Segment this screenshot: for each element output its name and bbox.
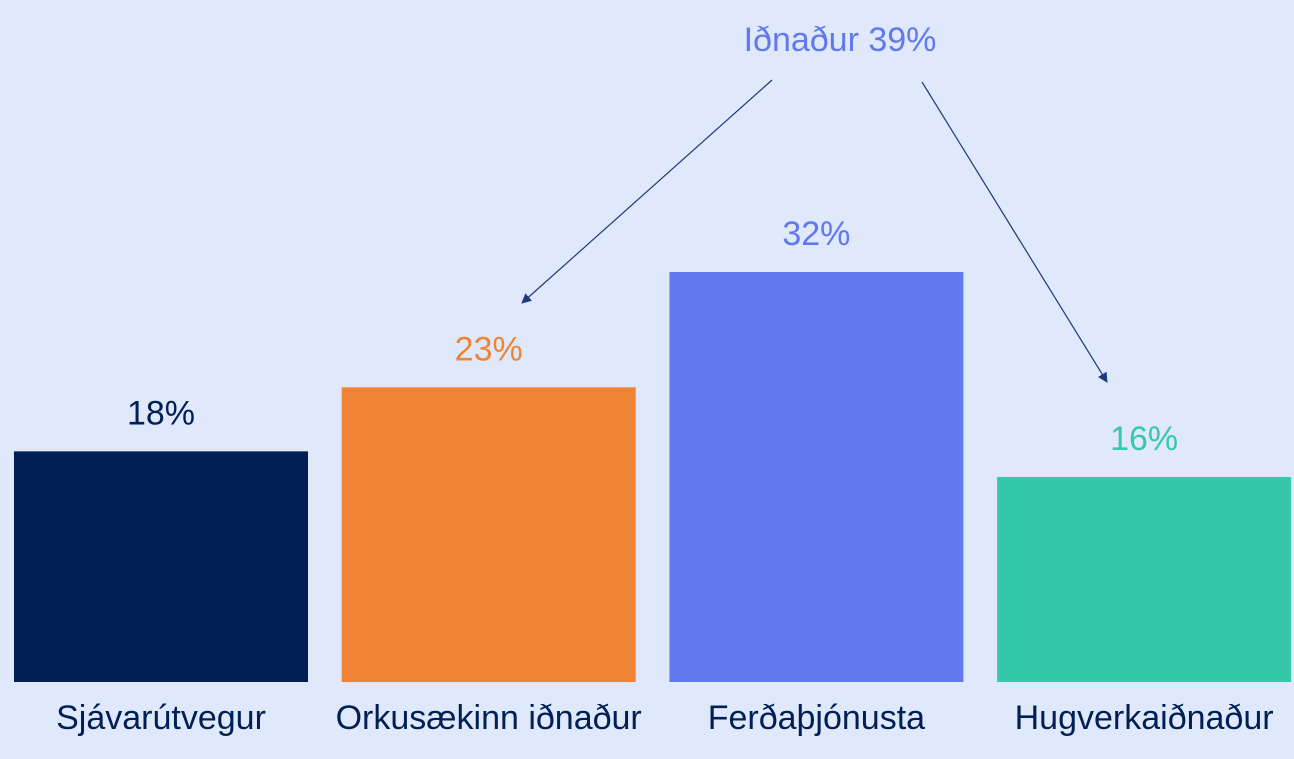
- x-tick-label: Orkusækinn iðnaður: [336, 699, 642, 737]
- value-label: 18%: [127, 394, 195, 432]
- arrow: [521, 79, 773, 304]
- x-tick-label: Hugverkaiðnaður: [1015, 699, 1274, 737]
- arrow: [921, 81, 1108, 383]
- x-tick-label: Sjávarútvegur: [56, 699, 266, 737]
- bar: [997, 477, 1292, 682]
- x-tick-label: Ferðaþjónusta: [708, 699, 925, 737]
- value-label: 32%: [782, 215, 850, 253]
- bar: [14, 451, 308, 682]
- annotation: Iðnaður 39%: [744, 21, 937, 59]
- bar: [669, 272, 964, 682]
- value-label: 23%: [455, 330, 523, 368]
- value-label: 16%: [1110, 420, 1178, 458]
- bar: [341, 387, 636, 682]
